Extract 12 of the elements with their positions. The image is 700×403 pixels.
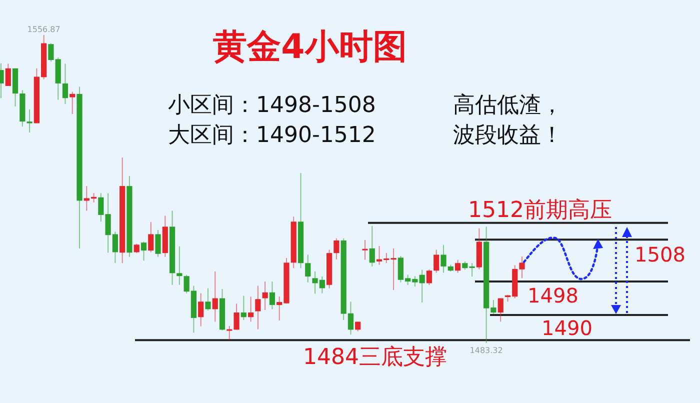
ref-line-label: 1508 [634, 242, 686, 267]
chart-title: 黄金4小时图 [213, 27, 407, 67]
ref-line-label: 1498 [528, 284, 578, 308]
annotation: 小区间：1498-1508 [168, 93, 376, 118]
ref-line-label: 1512前期高压 [468, 198, 612, 223]
annotation: 波段收益！ [453, 123, 563, 148]
annotation: 1483.32 [470, 346, 503, 355]
annotation: 大区间：1490-1512 [168, 123, 376, 148]
annotation: 1556.87 [27, 25, 60, 34]
ref-line-label: 1484三底支撑 [303, 345, 447, 370]
ref-line-label: 1490 [542, 316, 592, 340]
annotation: 高估低渣， [453, 93, 563, 118]
